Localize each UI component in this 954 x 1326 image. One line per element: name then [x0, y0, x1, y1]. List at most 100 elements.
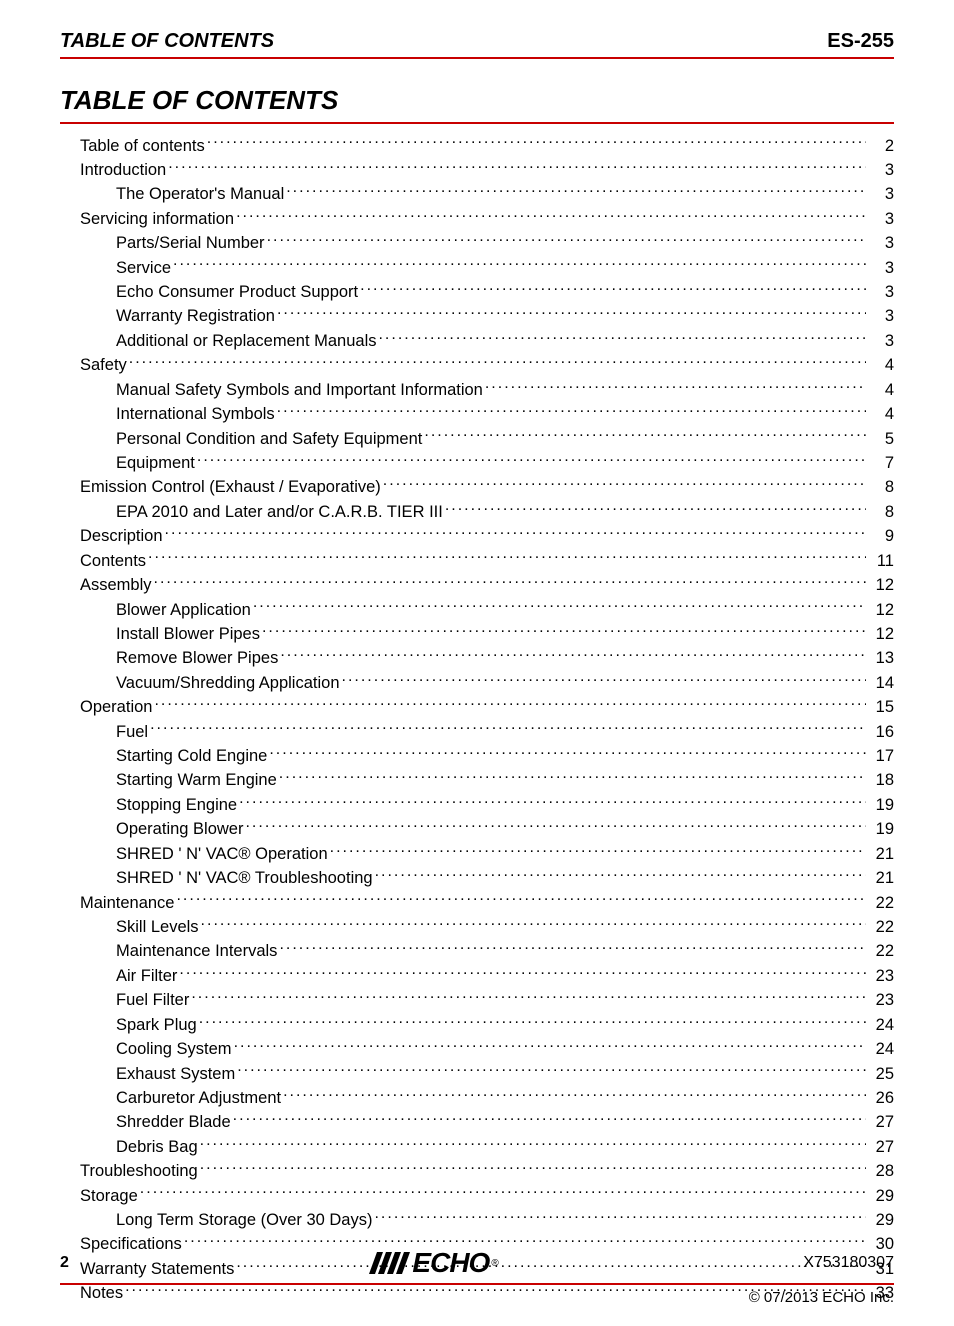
toc-entry: Table of contents2: [60, 134, 894, 158]
toc-entry-label: Install Blower Pipes: [116, 623, 260, 647]
toc-leader-dots: [236, 207, 866, 224]
toc-entry-label: Air Filter: [116, 965, 177, 989]
toc-entry: Troubleshooting28: [60, 1160, 894, 1184]
toc-entry-label: Servicing information: [80, 208, 234, 232]
toc-entry: Shredder Blade27: [60, 1111, 894, 1135]
toc-entry: Stopping Engine19: [60, 793, 894, 817]
toc-entry: Debris Bag27: [60, 1135, 894, 1159]
toc-leader-dots: [150, 720, 866, 737]
toc-leader-dots: [280, 647, 866, 664]
footer-top-row: 2 ECHO ® X753180307: [60, 1247, 894, 1285]
toc-entry-page: 3: [868, 330, 894, 354]
toc-entry-page: 3: [868, 232, 894, 256]
toc-leader-dots: [239, 793, 866, 810]
footer-copyright: © 07/2013 ECHO Inc.: [60, 1285, 894, 1306]
toc-leader-dots: [237, 1062, 866, 1079]
toc-entry-page: 22: [868, 940, 894, 964]
toc-entry: Maintenance22: [60, 891, 894, 915]
toc-entry-page: 11: [868, 550, 894, 574]
toc-leader-dots: [179, 964, 866, 981]
toc-entry-page: 3: [868, 183, 894, 207]
toc-entry: Manual Safety Symbols and Important Info…: [60, 378, 894, 402]
toc-entry: Operating Blower19: [60, 818, 894, 842]
toc-entry: Warranty Registration3: [60, 305, 894, 329]
toc-leader-dots: [207, 134, 866, 151]
toc-entry: Long Term Storage (Over 30 Days) 29: [60, 1209, 894, 1233]
toc-entry-label: Table of contents: [80, 135, 205, 159]
toc-entry-page: 26: [868, 1087, 894, 1111]
toc-leader-dots: [277, 305, 866, 322]
toc-entry-label: Skill Levels: [116, 916, 199, 940]
toc-entry-page: 23: [868, 965, 894, 989]
toc-leader-dots: [267, 232, 866, 249]
toc-entry-label: Fuel Filter: [116, 989, 189, 1013]
toc-leader-dots: [445, 500, 866, 517]
toc-leader-dots: [233, 1111, 866, 1128]
toc-entry-page: 25: [868, 1063, 894, 1087]
toc-leader-dots: [191, 989, 866, 1006]
toc-entry: Operation15: [60, 696, 894, 720]
toc-leader-dots: [148, 549, 866, 566]
toc-entry: Echo Consumer Product Support3: [60, 281, 894, 305]
toc-entry-label: EPA 2010 and Later and/or C.A.R.B. TIER …: [116, 501, 443, 525]
toc-leader-dots: [168, 158, 866, 175]
toc-entry-label: SHRED ' N' VAC® Troubleshooting: [116, 867, 373, 891]
toc-leader-dots: [330, 842, 866, 859]
toc-entry: International Symbols4: [60, 403, 894, 427]
toc-entry-page: 13: [868, 647, 894, 671]
toc-leader-dots: [283, 1086, 866, 1103]
header-left: TABLE OF CONTENTS: [60, 30, 274, 53]
toc-entry-label: The Operator's Manual: [116, 183, 284, 207]
toc-entry-label: Vacuum/Shredding Application: [116, 672, 340, 696]
toc-entry-page: 12: [868, 574, 894, 598]
toc-entry-page: 4: [868, 379, 894, 403]
toc-entry-label: Starting Warm Engine: [116, 769, 277, 793]
toc-entry-page: 3: [868, 208, 894, 232]
toc-entry-page: 5: [868, 428, 894, 452]
toc-entry-page: 21: [868, 867, 894, 891]
toc-entry: Blower Application12: [60, 598, 894, 622]
toc-leader-dots: [375, 867, 866, 884]
toc-entry-page: 29: [868, 1209, 894, 1233]
logo-stripes-icon: [369, 1252, 410, 1274]
toc-entry: Spark Plug 24: [60, 1013, 894, 1037]
toc-leader-dots: [140, 1184, 866, 1201]
toc-entry-page: 15: [868, 696, 894, 720]
toc-entry-label: Introduction: [80, 159, 166, 183]
toc-entry-page: 9: [868, 525, 894, 549]
footer-document-number: X753180307: [803, 1254, 894, 1272]
header-right: ES-255: [827, 30, 894, 53]
toc-leader-dots: [277, 403, 866, 420]
toc-entry-label: Spark Plug: [116, 1014, 197, 1038]
toc-entry-page: 14: [868, 672, 894, 696]
toc-leader-dots: [165, 525, 866, 542]
toc-entry-label: Manual Safety Symbols and Important Info…: [116, 379, 483, 403]
toc-leader-dots: [424, 427, 866, 444]
toc-leader-dots: [154, 574, 866, 591]
toc-leader-dots: [199, 1013, 866, 1030]
toc-leader-dots: [173, 256, 866, 273]
toc-entry: Air Filter 23: [60, 964, 894, 988]
toc-leader-dots: [200, 1160, 866, 1177]
toc-entry-page: 24: [868, 1014, 894, 1038]
toc-entry-label: Debris Bag: [116, 1136, 198, 1160]
toc-entry-label: Long Term Storage (Over 30 Days): [116, 1209, 372, 1233]
toc-entry-page: 17: [868, 745, 894, 769]
toc-entry: Equipment7: [60, 451, 894, 475]
toc-entry: The Operator's Manual 3: [60, 183, 894, 207]
toc-leader-dots: [154, 696, 866, 713]
footer-page-number: 2: [60, 1254, 69, 1272]
toc-entry-page: 12: [868, 599, 894, 623]
toc-entry: Starting Warm Engine18: [60, 769, 894, 793]
toc-entry: EPA 2010 and Later and/or C.A.R.B. TIER …: [60, 500, 894, 524]
toc-entry-label: Shredder Blade: [116, 1111, 231, 1135]
toc-entry-page: 22: [868, 916, 894, 940]
toc-leader-dots: [286, 183, 866, 200]
toc-entry-label: Contents: [80, 550, 146, 574]
toc-entry-page: 3: [868, 281, 894, 305]
toc-entry-label: Parts/Serial Number: [116, 232, 265, 256]
toc-entry: Cooling System24: [60, 1038, 894, 1062]
toc-entry-label: Additional or Replacement Manuals: [116, 330, 376, 354]
toc-entry: Description9: [60, 525, 894, 549]
toc-entry-page: 7: [868, 452, 894, 476]
